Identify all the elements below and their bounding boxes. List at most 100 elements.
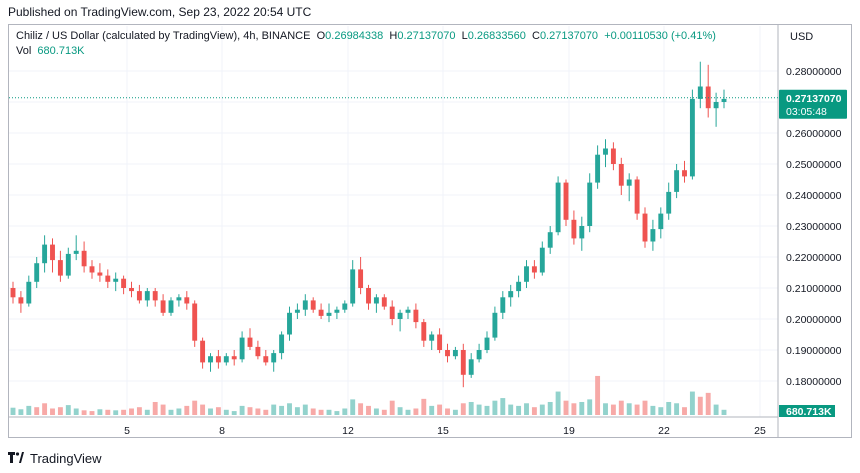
candle-body <box>239 337 245 360</box>
candle-body <box>721 98 727 102</box>
candle <box>247 328 253 350</box>
candle <box>595 145 601 189</box>
price-tick-label: 0.20000000 <box>786 314 842 326</box>
candle-body <box>318 309 324 316</box>
high-value: 0.27137070 <box>397 30 456 42</box>
candle-body <box>429 334 435 341</box>
volume-bar <box>215 407 221 415</box>
candle-body <box>73 250 79 254</box>
time-tick-label: 5 <box>124 425 130 437</box>
candle <box>334 306 340 319</box>
volume-bar <box>500 398 506 415</box>
brand[interactable]: TradingView <box>8 448 102 468</box>
candle <box>18 291 24 313</box>
candle <box>192 300 198 347</box>
volume-bar <box>10 407 16 415</box>
candle-body <box>18 297 24 304</box>
volume-bar <box>571 403 577 415</box>
candle-body <box>421 322 427 341</box>
candle-body <box>397 312 403 319</box>
candle-body <box>389 306 395 319</box>
candle <box>587 173 593 233</box>
candle <box>326 303 332 323</box>
candle-body <box>34 263 40 282</box>
candle-body <box>57 260 63 276</box>
volume-bar <box>18 409 24 415</box>
candle-body <box>547 232 553 248</box>
volume-bar <box>626 403 632 415</box>
volume-bar <box>97 409 103 415</box>
volume-bar <box>366 405 371 415</box>
candle-body <box>271 353 277 363</box>
volume-bar <box>65 405 71 415</box>
candle-body <box>579 226 585 239</box>
candle <box>50 238 55 273</box>
volume-bar <box>287 403 292 415</box>
candle-body <box>626 179 632 186</box>
candle <box>152 288 158 307</box>
time-tick-label: 19 <box>563 425 575 437</box>
volume-bar <box>34 407 40 415</box>
volume-bar <box>223 409 229 415</box>
candle-body <box>97 272 103 276</box>
volume-bar <box>516 405 522 415</box>
brand-name: TradingView <box>30 450 102 466</box>
grid-lines <box>9 25 779 437</box>
candle <box>310 297 316 313</box>
candle-body <box>682 170 687 177</box>
candle <box>642 207 648 248</box>
candle-body <box>350 269 356 304</box>
candle <box>697 61 703 109</box>
candle <box>721 89 727 109</box>
candle-body <box>452 350 458 357</box>
volume-label[interactable]: Vol <box>16 45 32 57</box>
volume-bar <box>263 409 269 415</box>
candle <box>121 275 127 295</box>
candle <box>10 281 16 304</box>
volume-bar <box>192 400 198 415</box>
volume-bar <box>579 401 585 415</box>
volume-bar <box>405 409 411 415</box>
candle-body <box>666 191 672 214</box>
candle-body <box>113 278 119 282</box>
candle <box>239 331 245 363</box>
candle <box>26 275 32 307</box>
candle <box>603 139 608 168</box>
candles <box>10 61 727 388</box>
candle-body <box>287 312 292 335</box>
candle-body <box>358 269 364 288</box>
volume-bar <box>445 408 450 415</box>
volume-bar <box>342 408 348 415</box>
volume-value: 680.713K <box>37 45 85 57</box>
volume-bar <box>310 408 316 415</box>
candle-body <box>247 337 253 347</box>
candle-body <box>650 229 656 242</box>
candle-body <box>437 334 443 350</box>
candle <box>563 179 569 226</box>
symbol-name[interactable]: Chiliz / US Dollar (calculated by Tradin… <box>16 30 311 42</box>
candle <box>42 235 48 273</box>
candle-body <box>500 297 506 313</box>
currency-label[interactable]: USD <box>790 31 814 43</box>
volume-bar <box>200 404 206 415</box>
candle-body <box>366 288 371 304</box>
price-tick-label: 0.25000000 <box>786 159 842 171</box>
volume-bar <box>81 410 87 415</box>
volume-bar <box>666 401 672 415</box>
volume-bar <box>350 399 356 415</box>
price-tick-label: 0.26000000 <box>786 128 842 140</box>
volume-bar <box>429 405 435 415</box>
candle <box>168 297 174 316</box>
candle <box>73 235 79 261</box>
candle-body <box>342 303 348 310</box>
candle <box>34 257 40 288</box>
candle-body <box>89 266 95 273</box>
volume-bar <box>50 408 55 415</box>
candle <box>65 247 71 279</box>
low-value: 0.26833560 <box>467 30 526 42</box>
candle-body <box>603 148 608 155</box>
candle <box>429 331 435 350</box>
candle <box>531 260 537 279</box>
